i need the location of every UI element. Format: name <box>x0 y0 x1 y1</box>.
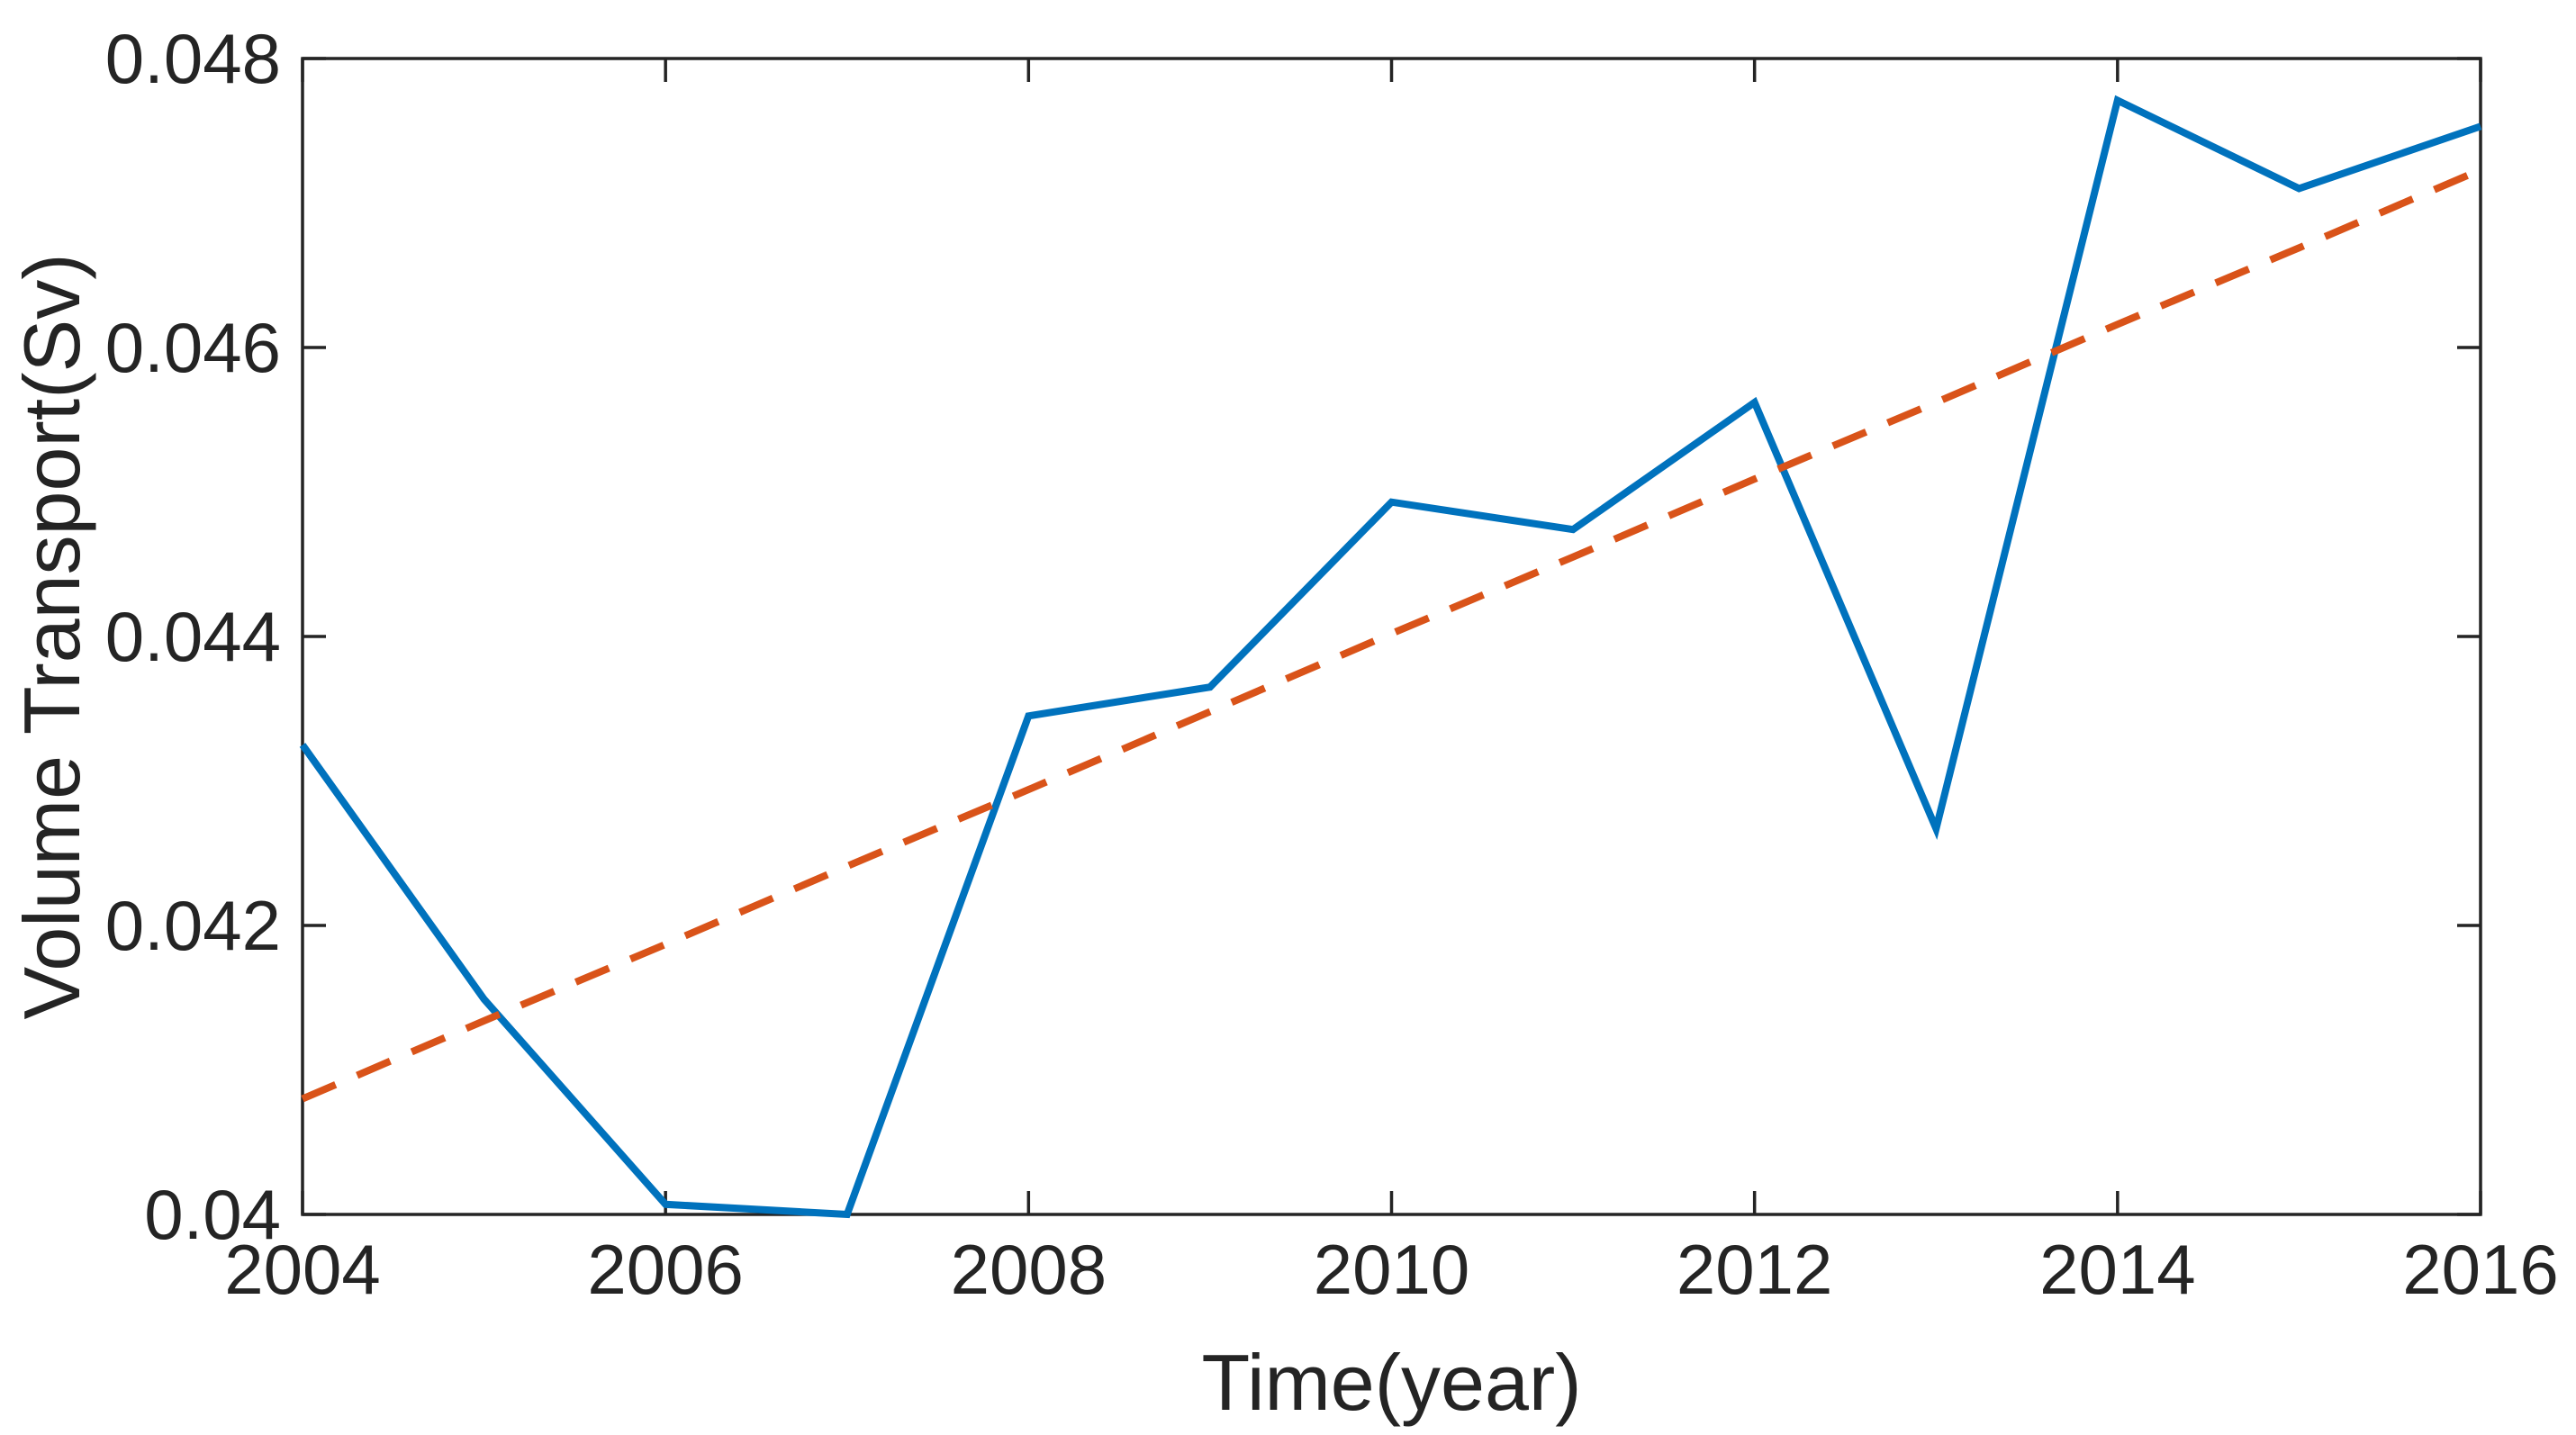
x-tick-label: 2012 <box>1677 1230 1833 1309</box>
y-tick-label: 0.042 <box>105 886 281 965</box>
x-tick-label: 2014 <box>2039 1230 2196 1309</box>
x-tick-label: 2008 <box>951 1230 1107 1309</box>
x-tick-label: 2006 <box>587 1230 744 1309</box>
y-tick-label: 0.048 <box>105 19 281 98</box>
axes-box <box>301 57 2482 1216</box>
series-line-volume-transport <box>299 95 2482 1219</box>
y-tick-label: 0.04 <box>144 1175 281 1254</box>
x-axis-title: Time(year) <box>1201 1338 1582 1427</box>
x-tick-label: 2004 <box>224 1230 381 1309</box>
y-tick-label: 0.044 <box>105 597 281 676</box>
series-line-linear-trend <box>301 166 2482 1103</box>
x-tick-label: 2010 <box>1314 1230 1470 1309</box>
y-tick-label: 0.046 <box>105 308 281 387</box>
x-tick-label: 2016 <box>2402 1230 2559 1309</box>
y-axis-title: Volume Transport(Sv) <box>7 253 96 1020</box>
